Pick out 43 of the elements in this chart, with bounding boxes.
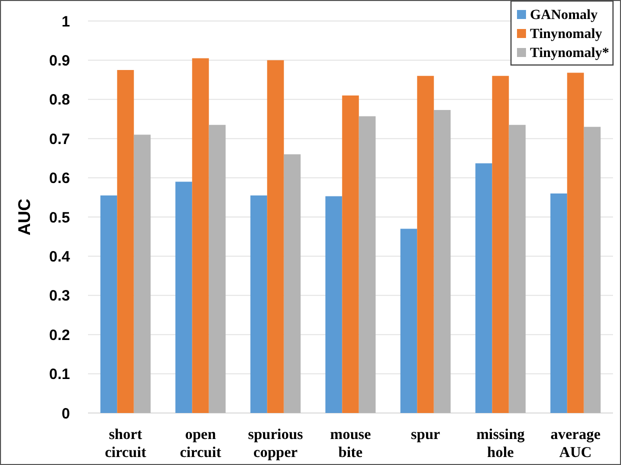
- y-tick-label: 1: [62, 13, 70, 30]
- y-tick-label: 0.3: [49, 288, 70, 305]
- bar: [100, 195, 118, 413]
- bar: [550, 193, 568, 413]
- y-tick-label: 0.8: [49, 92, 70, 109]
- y-tick-label: 0.7: [49, 130, 70, 148]
- bar: [342, 95, 359, 413]
- x-tick-label: average AUC: [550, 427, 601, 461]
- bar: [358, 116, 376, 413]
- legend-label: Tinynomaly*: [530, 46, 610, 61]
- x-tick-label: short circuit: [104, 427, 146, 461]
- bar: [267, 60, 284, 413]
- bar: [508, 124, 526, 413]
- bar: [567, 72, 584, 413]
- bar: [250, 195, 268, 413]
- bar: [400, 228, 418, 413]
- y-tick-label: 0.2: [49, 326, 70, 344]
- y-tick-label: 0.6: [49, 170, 70, 188]
- x-tick-label: spur: [410, 427, 440, 443]
- bar: [475, 163, 492, 413]
- y-tick-label: 0.1: [49, 366, 70, 384]
- bar: [492, 76, 509, 413]
- bar: [434, 110, 451, 413]
- bar: [584, 126, 601, 413]
- bar: [208, 124, 226, 413]
- x-tick-label: spurious copper: [248, 427, 304, 461]
- y-tick-label: 0.9: [49, 52, 70, 70]
- y-tick-label: 0: [62, 405, 70, 422]
- bar: [417, 76, 434, 413]
- bar: [284, 154, 301, 413]
- y-axis-title: AUC: [15, 198, 34, 236]
- bar: [117, 70, 134, 413]
- legend-label: GANomaly: [530, 8, 598, 23]
- x-tick-label: mouse bite: [330, 427, 372, 461]
- y-tick-label: 0.4: [49, 248, 71, 266]
- x-tick-label: open circuit: [180, 427, 222, 461]
- bar: [175, 182, 192, 413]
- legend-label: Tinynomaly: [530, 27, 602, 42]
- bar: [192, 58, 209, 413]
- bar: [134, 134, 151, 413]
- y-tick-label: 0.5: [49, 209, 70, 226]
- x-tick-label: missing hole: [476, 427, 526, 461]
- bar: [325, 196, 342, 413]
